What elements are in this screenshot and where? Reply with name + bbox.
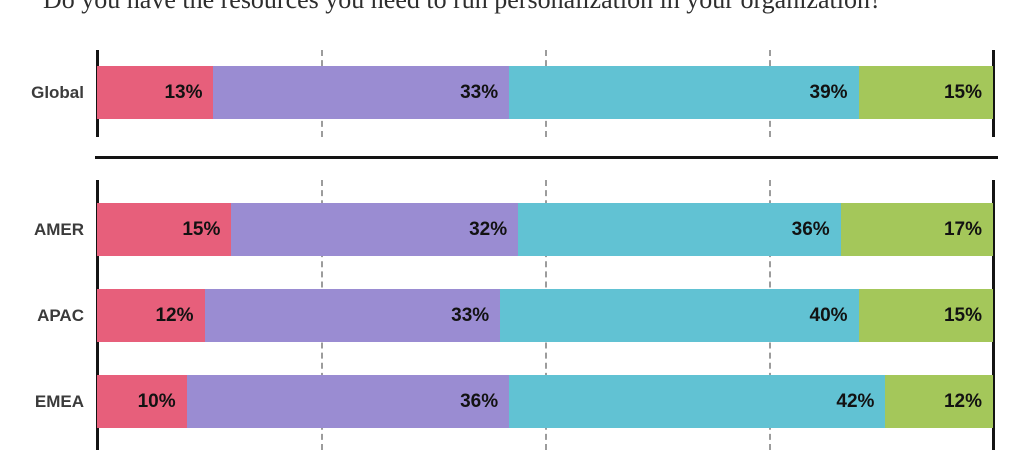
stacked-bar-emea: 10% 36% 42% 12%	[97, 375, 993, 428]
bar-segment: 33%	[213, 66, 510, 119]
bar-segment: 40%	[500, 289, 859, 342]
segment-value-label: 15%	[943, 81, 982, 103]
segment-value-label: 36%	[460, 390, 499, 412]
segment-value-label: 15%	[182, 218, 221, 240]
bar-segment: 15%	[97, 203, 232, 256]
bar-segment: 36%	[186, 375, 510, 428]
segment-value-label: 33%	[451, 304, 490, 326]
bar-segment: 12%	[97, 289, 205, 342]
stacked-bar-amer: 15% 32% 36% 17%	[97, 203, 993, 256]
category-label-global: Global	[31, 83, 84, 102]
bar-segment: 10%	[97, 375, 187, 428]
segment-value-label: 36%	[791, 218, 830, 240]
bar-segment: 17%	[840, 203, 993, 256]
regional-axis-right	[992, 180, 995, 450]
segment-value-label: 12%	[943, 390, 982, 412]
bar-segment: 32%	[231, 203, 519, 256]
segment-value-label: 40%	[809, 304, 848, 326]
bar-segment: 12%	[885, 375, 993, 428]
section-divider-line	[95, 156, 998, 159]
segment-value-label: 33%	[460, 81, 499, 103]
stacked-bar-global: 13% 33% 39% 15%	[97, 66, 993, 119]
stacked-bar-apac: 12% 33% 40% 15%	[97, 289, 993, 342]
global-axis-right	[992, 50, 995, 137]
segment-value-label: 39%	[809, 81, 848, 103]
category-label-amer: AMER	[33, 220, 84, 239]
bar-segment: 39%	[509, 66, 859, 119]
bar-segment: 36%	[518, 203, 841, 256]
bar-segment: 33%	[204, 289, 501, 342]
segment-value-label: 17%	[943, 218, 982, 240]
segment-value-label: 32%	[469, 218, 508, 240]
segment-value-label: 13%	[164, 81, 203, 103]
segment-value-label: 42%	[836, 390, 875, 412]
bar-segment: 13%	[97, 66, 214, 119]
bar-segment: 15%	[858, 66, 993, 119]
segment-value-label: 10%	[137, 390, 176, 412]
category-label-emea: EMEA	[34, 392, 84, 411]
bar-segment: 15%	[858, 289, 993, 342]
category-label-apac: APAC	[37, 306, 84, 325]
bar-segment: 42%	[509, 375, 886, 428]
segment-value-label: 12%	[155, 304, 194, 326]
chart-title: Do you have the resources you need to ru…	[43, 0, 1003, 13]
segment-value-label: 15%	[943, 304, 982, 326]
